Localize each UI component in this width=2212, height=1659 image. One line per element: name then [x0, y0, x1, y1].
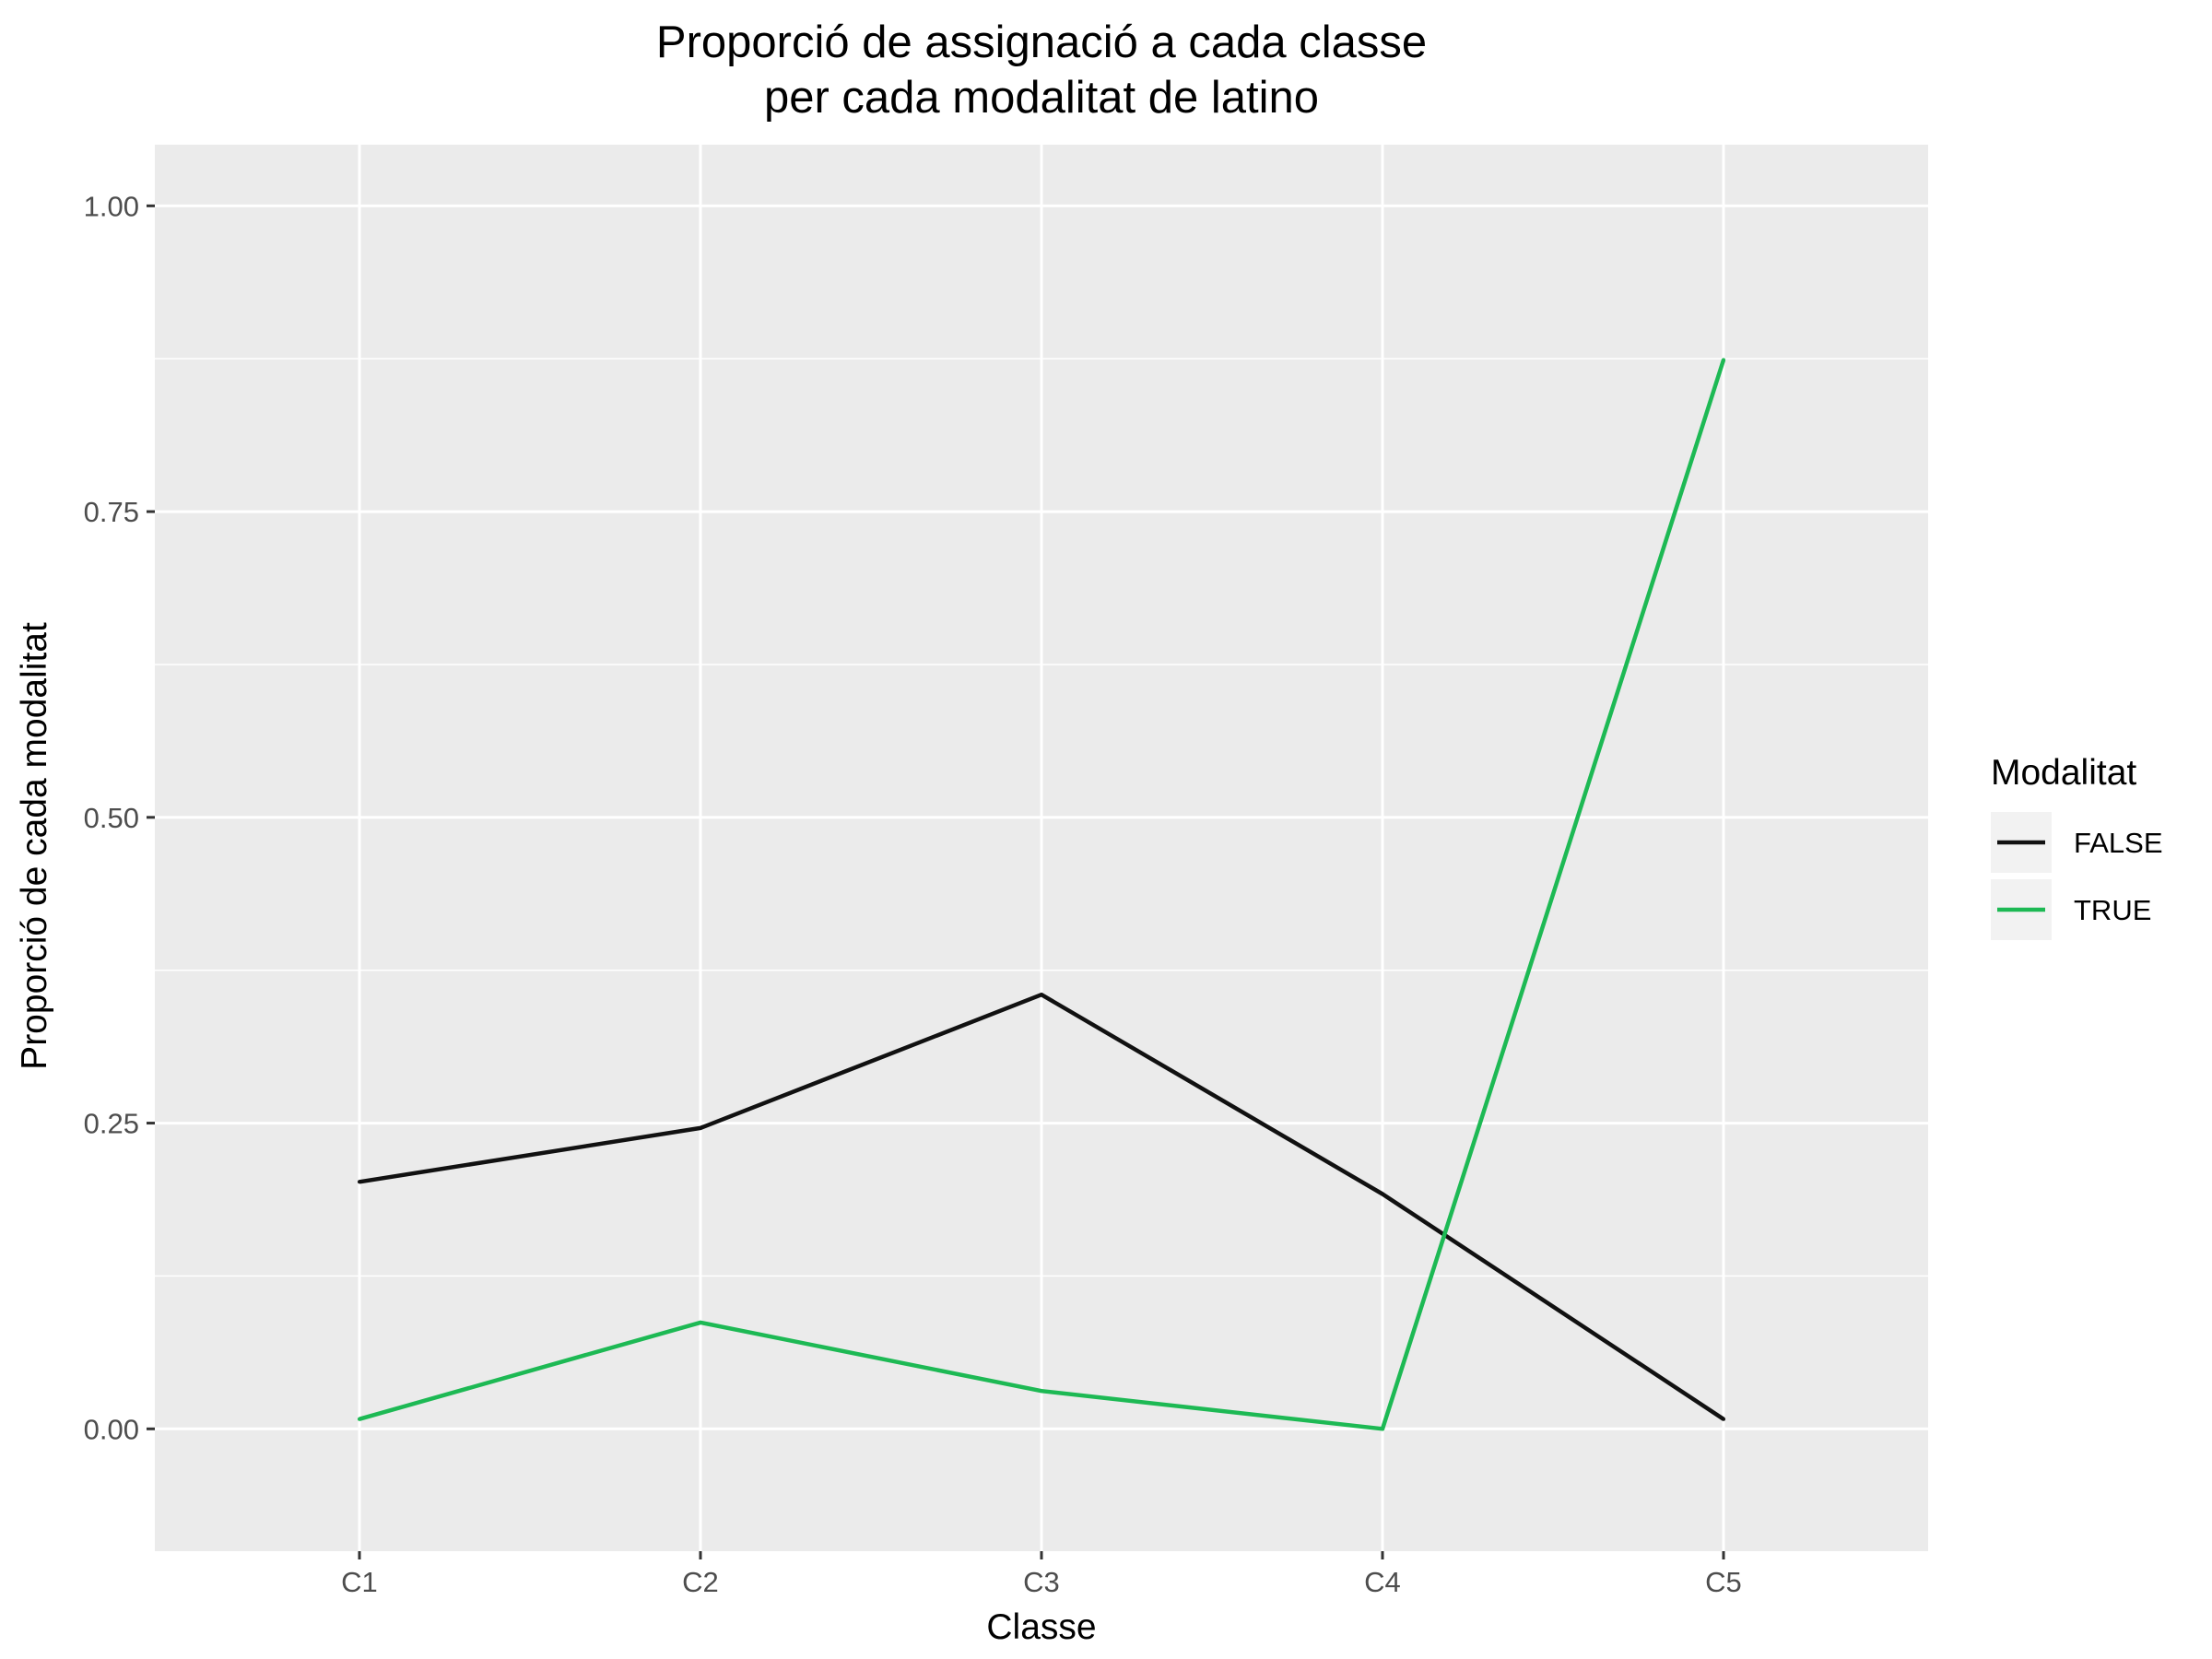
chart-title: Proporció de assignació a cada classe: [656, 18, 1427, 67]
data-point: [358, 1180, 361, 1184]
y-tick-label: 0.50: [84, 802, 139, 834]
legend-title: Modalitat: [1991, 753, 2136, 793]
x-tick-label: C1: [341, 1566, 378, 1598]
major-gridlines: [155, 145, 1928, 1551]
y-tick-label: 0.25: [84, 1108, 139, 1140]
data-point: [358, 1417, 361, 1421]
x-tick-label: C3: [1023, 1566, 1060, 1598]
data-point: [1040, 1389, 1043, 1394]
x-tick-label: C2: [682, 1566, 719, 1598]
legend-label-false: FALSE: [2074, 827, 2163, 859]
series-lines: [358, 358, 1726, 1431]
data-point: [1381, 1427, 1384, 1431]
x-tick-label: C5: [1705, 1566, 1742, 1598]
data-point: [1722, 1417, 1725, 1421]
data-point: [1381, 1192, 1384, 1196]
x-tick-label: C4: [1364, 1566, 1401, 1598]
data-point: [1040, 993, 1043, 997]
y-tick-label: 1.00: [84, 190, 139, 222]
x-axis: C1 C2 C3 C4 C5: [341, 1551, 1742, 1598]
data-point: [699, 1320, 702, 1324]
legend: Modalitat FALSE TRUE: [1991, 753, 2163, 940]
data-point: [699, 1125, 702, 1130]
chart-subtitle: per cada modalitat de latino: [764, 73, 1319, 123]
data-point: [1722, 358, 1725, 362]
x-axis-title: Classe: [986, 1607, 1096, 1647]
y-axis: 0.00 0.25 0.50 0.75 1.00: [84, 190, 155, 1445]
y-tick-label: 0.00: [84, 1413, 139, 1445]
legend-label-true: TRUE: [2074, 894, 2151, 926]
y-axis-title: Proporció de cada modalitat: [15, 622, 54, 1070]
y-tick-label: 0.75: [84, 496, 139, 528]
